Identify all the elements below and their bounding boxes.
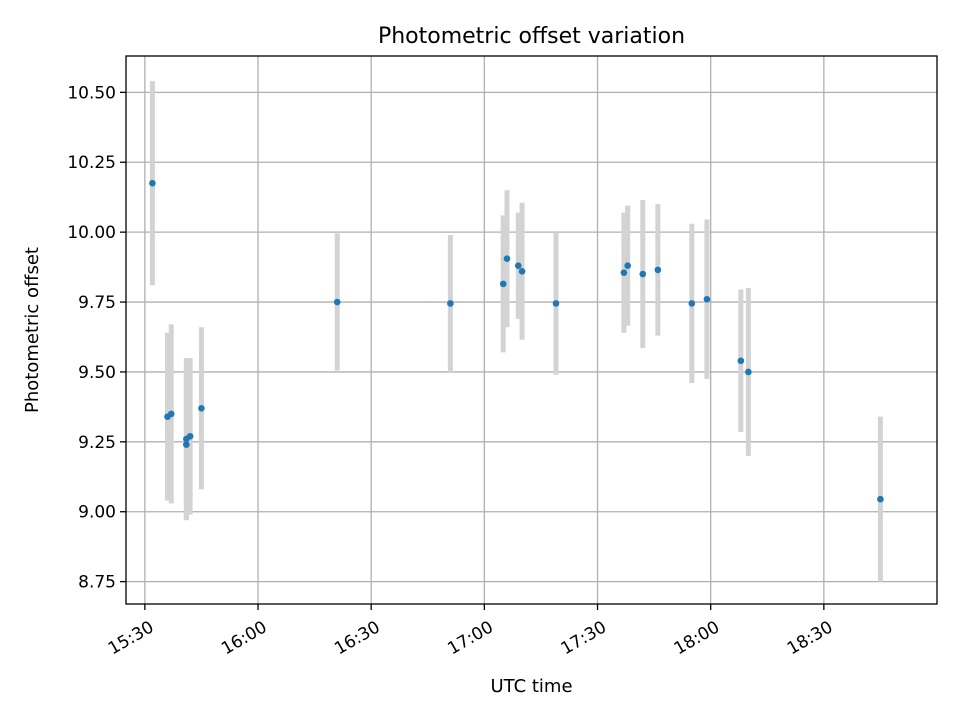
data-point bbox=[518, 267, 526, 275]
data-point bbox=[499, 280, 507, 288]
x-axis-label: UTC time bbox=[490, 676, 572, 697]
data-point bbox=[624, 262, 631, 269]
data-point bbox=[514, 262, 522, 269]
data-point bbox=[183, 441, 190, 448]
plot-frame bbox=[125, 55, 938, 605]
data-point bbox=[333, 298, 341, 306]
y-axis-label: Photometric offset bbox=[22, 247, 43, 413]
data-point bbox=[186, 432, 194, 440]
data-point bbox=[552, 300, 560, 307]
grid bbox=[126, 56, 937, 604]
chart-title: Photometric offset variation bbox=[378, 24, 685, 49]
data-point bbox=[149, 179, 156, 187]
data-point bbox=[447, 300, 454, 307]
data-point bbox=[654, 266, 662, 274]
y-tick-label: 10.00 bbox=[67, 223, 116, 243]
y-tick-label: 9.25 bbox=[78, 433, 116, 453]
y-tick-label: 8.75 bbox=[78, 573, 116, 593]
data-point bbox=[198, 404, 205, 412]
data-point bbox=[620, 269, 628, 276]
data-point bbox=[503, 255, 511, 263]
y-tick-label: 9.50 bbox=[78, 363, 116, 383]
data-point bbox=[745, 368, 752, 376]
data-point bbox=[639, 270, 647, 278]
data-point bbox=[877, 495, 884, 503]
data-point bbox=[737, 357, 745, 365]
data-point bbox=[688, 300, 696, 307]
y-tick-label: 10.50 bbox=[67, 83, 116, 103]
y-tick-label: 10.25 bbox=[67, 153, 116, 173]
y-tick-label: 9.00 bbox=[78, 503, 116, 523]
data-point bbox=[167, 410, 175, 418]
data-point bbox=[703, 295, 711, 303]
data-points bbox=[149, 179, 884, 503]
y-axis: 8.75 9.00 9.25 9.50 9.75 10.00 10.25 10.50 bbox=[67, 83, 126, 593]
y-tick-label: 9.75 bbox=[78, 293, 116, 313]
